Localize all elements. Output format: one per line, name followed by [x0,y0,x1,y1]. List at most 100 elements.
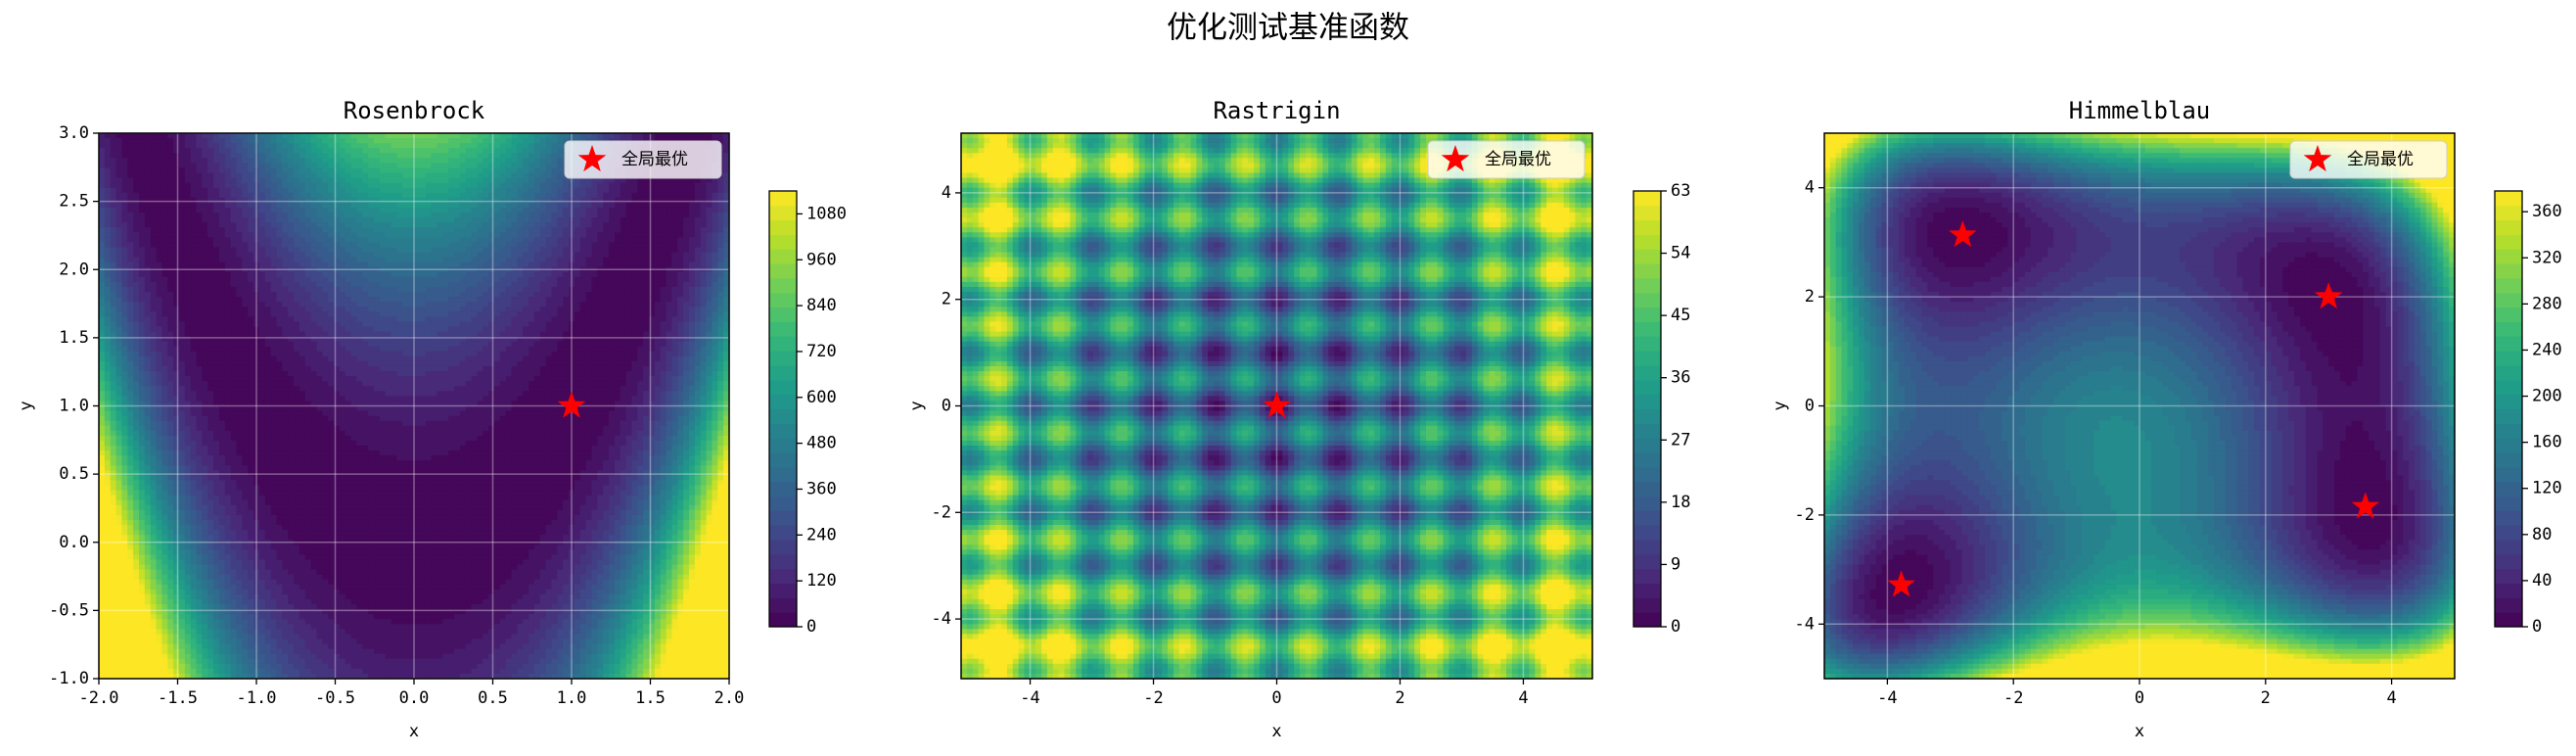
contour-cell [139,347,145,353]
contour-cell [219,580,225,586]
contour-cell [237,282,243,288]
contour-cell [311,669,317,675]
contour-cell [282,455,288,461]
contour-cell [133,163,139,168]
contour-cell [237,455,243,461]
contour-cell [311,376,317,382]
contour-cell [151,302,157,307]
contour-cell [248,436,253,442]
contour-cell [351,624,357,630]
contour-cell [161,297,167,303]
contour-cell [213,167,219,173]
contour-cell [185,460,191,466]
contour-cell [116,549,122,555]
contour-cell [151,570,157,576]
contour-cell [351,565,357,571]
contour-cell [311,277,317,283]
contour-cell [185,316,191,322]
contour-cell [340,669,345,675]
contour-cell [237,371,243,377]
contour-cell [207,391,213,397]
contour-cell [242,638,248,644]
contour-cell [276,227,282,233]
contour-cell [248,332,253,338]
contour-cell [116,416,122,422]
contour-cell [259,167,265,173]
contour-cell [259,381,265,387]
contour-cell [127,282,133,288]
contour-cell [340,446,345,451]
contour-cell [179,158,185,164]
contour-cell [145,213,151,218]
contour-cell [271,619,277,625]
contour-cell [121,321,127,327]
contour-cell [282,386,288,392]
contour-cell [111,272,116,278]
contour-cell [225,302,231,307]
contour-cell [345,500,351,506]
contour-cell [294,222,299,228]
contour-cell [157,619,162,625]
contour-cell [328,436,334,442]
contour-cell [328,193,334,199]
contour-cell [299,371,305,377]
contour-cell [248,138,253,144]
contour-cell [316,441,322,447]
contour-cell [105,133,111,139]
contour-cell [248,227,253,233]
contour-cell [237,247,243,253]
contour-cell [351,505,357,511]
contour-cell [99,232,105,238]
contour-cell [259,262,265,268]
contour-cell [185,282,191,288]
contour-cell [294,213,299,218]
contour-cell [139,475,145,481]
contour-cell [213,570,219,576]
contour-cell [157,525,162,531]
contour-cell [259,242,265,248]
contour-cell [191,386,197,392]
contour-cell [161,183,167,189]
contour-cell [157,347,162,353]
contour-cell [105,520,111,526]
contour-cell [340,198,345,204]
contour-cell [351,644,357,650]
contour-cell [213,163,219,168]
contour-cell [191,302,197,307]
contour-cell [299,624,305,630]
contour-cell [311,535,317,541]
contour-cell [121,237,127,243]
contour-cell [271,237,277,243]
contour-cell [179,258,185,263]
contour-cell [173,649,179,655]
contour-cell [121,213,127,218]
contour-cell [345,183,351,189]
contour-cell [219,213,225,218]
contour-cell [121,614,127,620]
contour-cell [242,421,248,427]
contour-cell [248,416,253,422]
contour-cell [105,396,111,402]
contour-cell [299,544,305,550]
contour-cell [311,183,317,189]
contour-cell [167,629,173,635]
contour-cell [179,262,185,268]
contour-cell [111,411,116,417]
contour-cell [231,446,237,451]
contour-cell [237,544,243,550]
contour-cell [161,272,167,278]
contour-cell [213,198,219,204]
contour-cell [213,486,219,492]
contour-cell [213,441,219,447]
contour-cell [316,411,322,417]
contour-cell [288,258,294,263]
contour-cell [248,173,253,179]
contour-cell [219,644,225,650]
contour-cell [197,258,203,263]
contour-cell [207,441,213,447]
contour-cell [191,326,197,332]
contour-cell [259,316,265,322]
contour-cell [271,253,277,259]
contour-cell [248,258,253,263]
contour-cell [133,441,139,447]
